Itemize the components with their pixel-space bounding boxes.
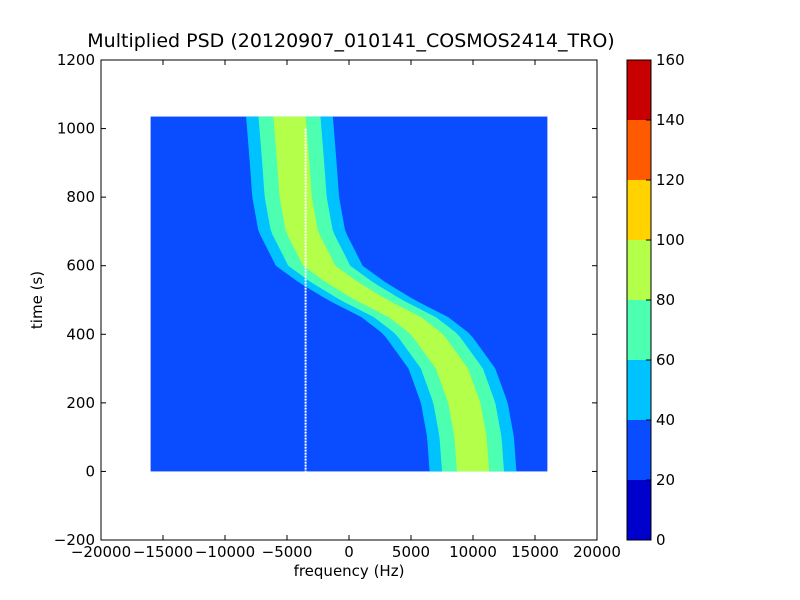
colorbar-tick-label: 80 [656,291,675,309]
x-tick-label: 0 [344,543,354,561]
colorbar: 0 20 40 60 80 100 120 140 160 [626,51,685,549]
colorbar-level [627,360,651,420]
y-tick-label: 600 [66,257,95,275]
colorbar-level [627,60,651,120]
x-axis-label: frequency (Hz) [294,562,405,580]
heatmap [150,116,548,472]
trace-band-2 [273,116,490,472]
y-tick-label: −200 [54,531,95,549]
x-tick-label: −20000 [71,543,131,561]
colorbar-level [627,480,651,540]
colorbar-level [627,300,651,360]
colorbar-tick-label: 160 [656,51,685,69]
y-tick-label: 400 [66,325,95,343]
chart-title: Multiplied PSD (20120907_010141_COSMOS24… [87,30,614,52]
colorbar-tick-label: 40 [656,411,675,429]
y-tick-label: 200 [66,394,95,412]
y-axis-label: time (s) [28,271,46,329]
y-tick-label: 0 [85,462,95,480]
x-tick-label: −5000 [262,543,313,561]
colorbar-tick-label: 0 [656,531,666,549]
colorbar-level [627,120,651,180]
colorbar-tick-label: 140 [656,111,685,129]
colorbar-level [627,240,651,300]
colorbar-tick-label: 60 [656,351,675,369]
colorbar-tick-label: 20 [656,471,675,489]
y-tick-label: 800 [66,188,95,206]
colorbar-level [627,420,651,480]
x-axis: −20000 −15000 −10000 −5000 0 5000 10000 15000 20… [71,60,621,561]
plot-frame [100,59,598,541]
x-tick-label: 15000 [511,543,559,561]
x-tick-label: 5000 [392,543,430,561]
colorbar-tick-label: 100 [656,231,685,249]
colorbar-level [627,180,651,240]
y-tick-label: 1000 [57,120,95,138]
x-tick-label: 20000 [573,543,621,561]
x-tick-label: 10000 [449,543,497,561]
x-tick-label: −15000 [133,543,193,561]
y-tick-label: 1200 [57,51,95,69]
y-axis: −200 0 200 400 600 800 1000 1200 [54,51,597,549]
colorbar-tick-label: 120 [656,171,685,189]
x-tick-label: −10000 [195,543,255,561]
